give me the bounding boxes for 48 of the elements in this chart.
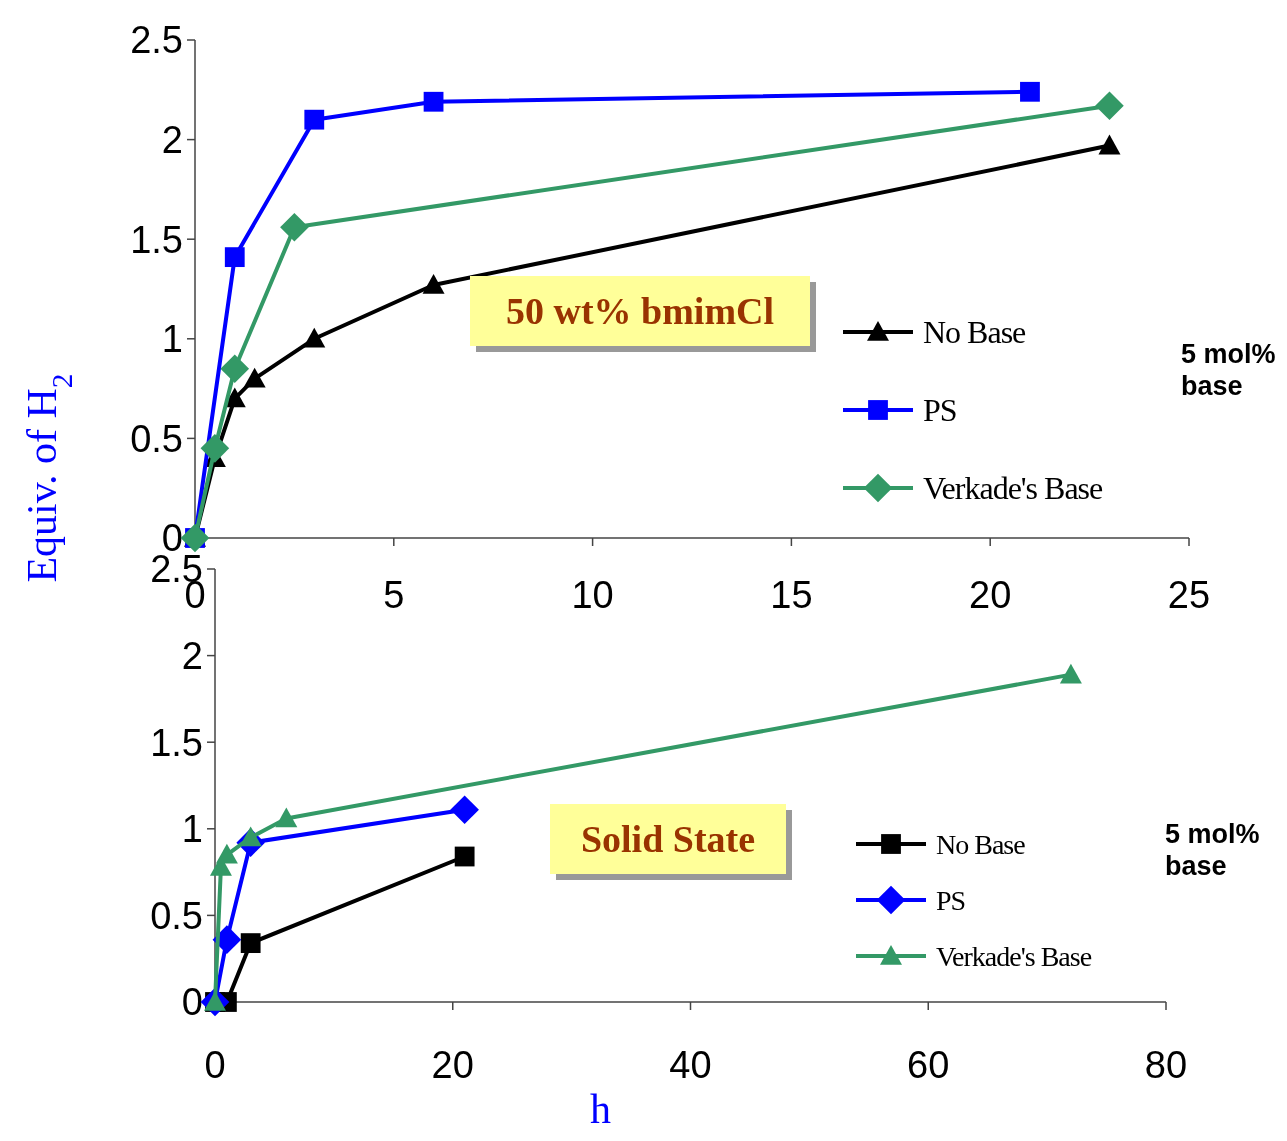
x-tick-label: 15 (770, 574, 813, 616)
point (1098, 134, 1121, 155)
point (304, 109, 325, 130)
point (280, 212, 309, 242)
x-tick-label: 25 (1167, 574, 1211, 616)
point (1020, 81, 1040, 102)
legend-label: Verkade's Base (936, 940, 1092, 972)
point (1095, 91, 1124, 121)
annotation: 5 mol% base (1165, 819, 1260, 881)
point (275, 807, 298, 828)
legend-label: PS (936, 884, 966, 916)
y-tick-label: 0 (181, 981, 203, 1024)
point (215, 843, 238, 864)
x-tick-label: 20 (431, 1044, 474, 1086)
point (200, 434, 230, 463)
x-tick-label: 40 (669, 1044, 712, 1086)
point (303, 327, 326, 348)
y-tick-label: 0.5 (150, 894, 203, 937)
legend-label: No Base (936, 828, 1026, 860)
point (240, 933, 261, 954)
point (422, 274, 445, 294)
annotation: 5 mol% base (1181, 339, 1276, 401)
x-tick-label: 60 (907, 1044, 950, 1086)
x-axis-title: h (590, 1086, 611, 1132)
x-tick-label: 20 (969, 574, 1012, 616)
y-tick-label: 1.5 (130, 218, 183, 261)
y-tick-label: 1 (161, 318, 183, 361)
y-tick-label: 1 (181, 808, 203, 851)
point (1059, 663, 1082, 684)
y-tick-label: 0.5 (130, 417, 183, 460)
legend-label: No Base (923, 314, 1027, 351)
y-tick-label: 2 (161, 118, 183, 161)
point (220, 354, 250, 383)
x-tick-label: 5 (383, 574, 405, 616)
point (423, 91, 444, 112)
point (454, 846, 475, 867)
annotation: Solid State (580, 818, 756, 860)
y-tick-label: 2 (181, 634, 203, 677)
point (450, 795, 479, 825)
legend-label: Verkade's Base (923, 470, 1104, 507)
y-tick-label: 2.5 (130, 19, 183, 62)
legend-label: PS (923, 392, 957, 429)
point (243, 367, 266, 388)
y-tick-label: 1.5 (150, 721, 203, 764)
point (224, 247, 245, 268)
x-tick-label: 80 (1144, 1044, 1188, 1086)
annotation: 50 wt% bmimCl (505, 290, 775, 332)
x-tick-label: 10 (571, 574, 614, 616)
